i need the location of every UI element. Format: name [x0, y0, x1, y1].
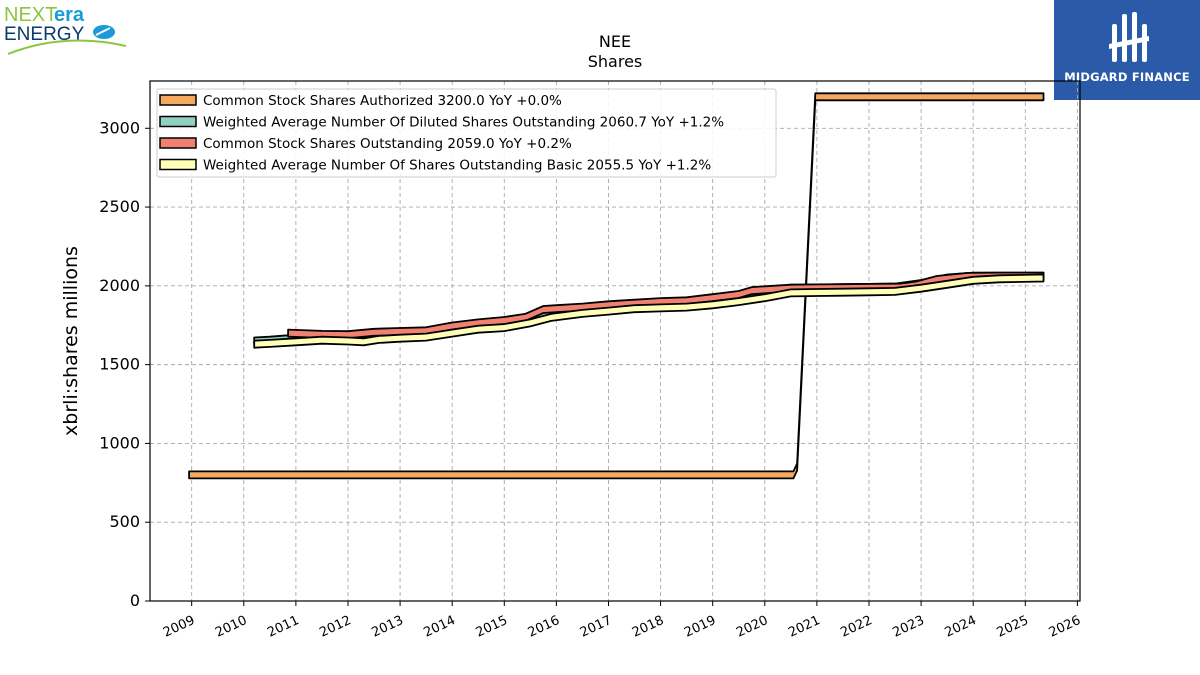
x-tick-label: 2020 [734, 613, 770, 641]
legend-swatch-2 [159, 137, 197, 149]
publisher-name: MIDGARD FINANCE [1064, 70, 1190, 84]
legend-box [156, 88, 777, 178]
x-tick-label: 2021 [786, 613, 822, 641]
x-tick-label: 2014 [422, 613, 458, 641]
plot-frame [149, 80, 1081, 602]
y-tick-label: 1000 [99, 433, 140, 452]
x-tick-label: 2024 [943, 613, 979, 641]
x-tick-label: 2012 [317, 613, 353, 641]
y-axis-label: xbrli:shares millions [60, 246, 82, 436]
x-tick-label: 2010 [213, 613, 249, 641]
legend-swatch-3 [159, 158, 197, 171]
y-tick-label: 3000 [99, 118, 140, 137]
legend-swatch-1 [159, 115, 197, 128]
legend-label-1: Weighted Average Number Of Diluted Share… [203, 115, 724, 131]
y-tick-label: 0 [130, 591, 140, 610]
x-tick-label: 2025 [995, 613, 1031, 641]
x-tick-label: 2015 [474, 613, 510, 641]
x-tick-label: 2022 [838, 613, 874, 641]
y-tick-label: 2000 [99, 276, 140, 295]
midgard-emblem-icon [1109, 12, 1149, 62]
series-lines [188, 92, 1045, 480]
x-tick-label: 2016 [526, 613, 562, 641]
y-tick-label: 2500 [99, 197, 140, 216]
chart-subtitle: Shares [588, 52, 643, 71]
legend-label-0: Common Stock Shares Authorized 3200.0 Yo… [203, 93, 562, 109]
y-axis: 0 500 1000 1500 2000 2500 3000 [99, 118, 150, 610]
x-tick-label: 2009 [161, 613, 197, 641]
x-tick-label: 2023 [890, 613, 926, 641]
legend-label-2: Common Stock Shares Outstanding 2059.0 Y… [203, 136, 572, 152]
x-axis: 2009 2010 2011 2012 2013 2014 2015 2016 2017 2018… [161, 601, 1083, 641]
midgard-finance-logo: MIDGARD FINANCE [1054, 0, 1200, 100]
legend-label-3: Weighted Average Number Of Shares Outsta… [203, 158, 711, 174]
x-tick-label: 2018 [630, 613, 666, 641]
x-tick-label: 2019 [682, 613, 718, 641]
x-tick-label: 2011 [265, 613, 301, 641]
legend: Common Stock Shares Authorized 3200.0 Yo… [156, 88, 777, 178]
y-tick-label: 1500 [99, 355, 140, 374]
logo-text-energy: ENERGY [4, 24, 85, 45]
x-tick-label: 2026 [1047, 613, 1083, 641]
nextera-energy-logo: NEXT era ENERGY [4, 2, 134, 62]
logo-text-era: era [54, 4, 85, 26]
legend-swatch-0 [159, 94, 197, 106]
series-line-0 [188, 92, 1045, 480]
x-tick-label: 2013 [369, 613, 405, 641]
y-tick-label: 500 [109, 512, 140, 531]
chart-title: NEE [599, 32, 631, 51]
logo-text-next: NEXT [4, 4, 57, 26]
series-line-3 [253, 273, 1045, 349]
logo-arc-icon [7, 39, 127, 55]
x-tick-label: 2017 [578, 613, 614, 641]
